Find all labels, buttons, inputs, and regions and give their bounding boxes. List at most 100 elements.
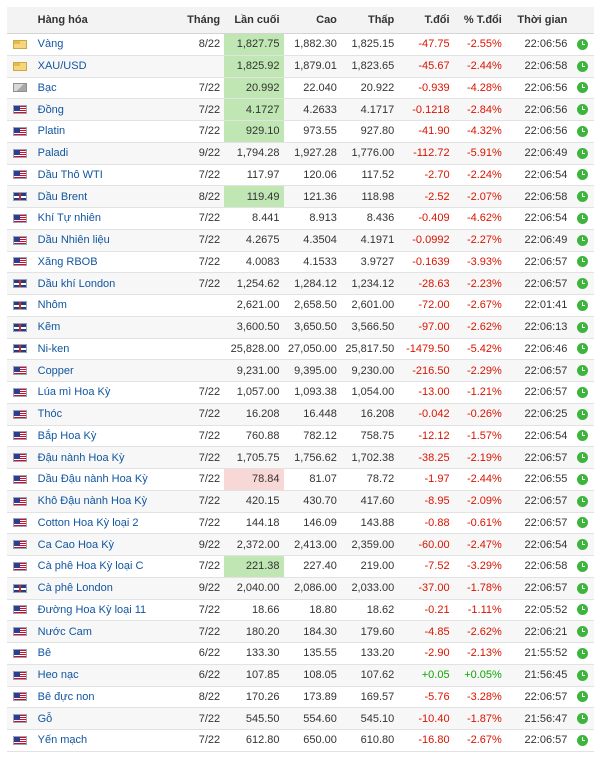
commodity-name-link[interactable]: Bê <box>37 647 52 660</box>
table-row[interactable]: Yến mạch 7/22 612.80 650.00 610.80 -16.8… <box>7 729 594 752</box>
table-row[interactable]: Khô Đậu nành Hoa Kỳ 7/22 420.15 430.70 4… <box>7 490 594 513</box>
commodity-name-link[interactable]: Dầu Brent <box>37 190 88 203</box>
commodity-name-link[interactable]: Cà phê Hoa Kỳ loại C <box>37 560 144 573</box>
header-change-pct[interactable]: % T.đổi <box>453 7 506 34</box>
table-row[interactable]: Ni-ken 25,828.00 27,050.00 25,817.50 -14… <box>7 338 594 361</box>
commodity-name-link[interactable]: Lúa mì Hoa Kỳ <box>37 386 111 399</box>
table-row[interactable]: Thóc 7/22 16.208 16.448 16.208 -0.042 -0… <box>7 403 594 426</box>
clock-icon <box>577 604 589 616</box>
change-pct-cell: -1.11% <box>453 599 506 622</box>
commodity-name-link[interactable]: Bạc <box>37 81 57 94</box>
commodity-name-link[interactable]: Ca Cao Hoa Kỳ <box>37 538 115 551</box>
change-cell: -0.88 <box>398 512 454 535</box>
commodity-name-link[interactable]: Xăng RBOB <box>37 255 98 268</box>
commodity-name-link[interactable]: Dầu Nhiên liệu <box>37 234 110 247</box>
table-row[interactable]: Xăng RBOB 7/22 4.0083 4.1533 3.9727 -0.1… <box>7 251 594 274</box>
commodity-name-cell: Đậu nành Hoa Kỳ <box>33 446 178 469</box>
commodity-name-link[interactable]: Bê đực non <box>37 690 95 703</box>
last-price-cell: 1,827.75 <box>224 33 284 56</box>
table-row[interactable]: Paladi 9/22 1,794.28 1,927.28 1,776.00 -… <box>7 142 594 165</box>
header-low[interactable]: Thấp <box>340 7 399 34</box>
commodity-name-cell: Dầu khí London <box>33 272 178 295</box>
table-row[interactable]: Vàng 8/22 1,827.75 1,882.30 1,825.15 -47… <box>7 33 594 56</box>
last-price-cell: 2,621.00 <box>224 294 284 317</box>
header-high[interactable]: Cao <box>283 7 341 34</box>
commodity-name-link[interactable]: Dầu khí London <box>37 277 116 290</box>
flag-cell <box>7 620 34 643</box>
commodity-name-link[interactable]: XAU/USD <box>37 60 87 73</box>
commodity-name-link[interactable]: Nhôm <box>37 299 67 312</box>
table-row[interactable]: Bắp Hoa Kỳ 7/22 760.88 782.12 758.75 -12… <box>7 425 594 448</box>
table-row[interactable]: Đồng 7/22 4.1727 4.2633 4.1717 -0.1218 -… <box>7 98 594 121</box>
table-row[interactable]: Kẽm 3,600.50 3,650.50 3,566.50 -97.00 -2… <box>7 316 594 339</box>
commodity-name-link[interactable]: Vàng <box>37 38 64 51</box>
table-row[interactable]: Cà phê Hoa Kỳ loại C 7/22 221.38 227.40 … <box>7 555 594 578</box>
table-row[interactable]: Platin 7/22 929.10 973.55 927.80 -41.90 … <box>7 120 594 143</box>
commodity-name-link[interactable]: Copper <box>37 364 74 377</box>
commodity-name-link[interactable]: Khô Đậu nành Hoa Kỳ <box>37 495 148 508</box>
table-row[interactable]: XAU/USD 1,825.92 1,879.01 1,823.65 -45.6… <box>7 55 594 78</box>
commodity-name-link[interactable]: Thóc <box>37 408 63 421</box>
header-month[interactable]: Tháng <box>177 7 225 34</box>
commodity-name-link[interactable]: Đồng <box>37 103 64 116</box>
commodity-name-link[interactable]: Cà phê London <box>37 582 113 595</box>
clock-cell <box>571 512 594 535</box>
table-row[interactable]: Cà phê London 9/22 2,040.00 2,086.00 2,0… <box>7 577 594 600</box>
clock-icon <box>577 691 589 703</box>
commodity-name-link[interactable]: Ni-ken <box>37 342 70 355</box>
table-row[interactable]: Bê 6/22 133.30 135.55 133.20 -2.90 -2.13… <box>7 642 594 665</box>
table-row[interactable]: Dầu khí London 7/22 1,254.62 1,284.12 1,… <box>7 272 594 295</box>
time-cell: 22:06:58 <box>505 185 572 208</box>
commodity-name-link[interactable]: Cotton Hoa Kỳ loại 2 <box>37 516 139 529</box>
commodity-name-link[interactable]: Khí Tự nhiên <box>37 212 102 225</box>
table-row[interactable]: Gỗ 7/22 545.50 554.60 545.10 -10.40 -1.8… <box>7 707 594 730</box>
flag-cell <box>7 555 34 578</box>
clock-cell <box>571 77 594 100</box>
clock-icon <box>577 299 589 311</box>
clock-icon <box>577 147 589 159</box>
table-row[interactable]: Heo nạc 6/22 107.85 108.05 107.62 +0.05 … <box>7 664 594 687</box>
table-row[interactable]: Dầu Brent 8/22 119.49 121.36 118.98 -2.5… <box>7 185 594 208</box>
commodity-name-link[interactable]: Đường Hoa Kỳ loại 11 <box>37 603 147 616</box>
time-cell: 22:06:56 <box>505 33 572 56</box>
table-row[interactable]: Cotton Hoa Kỳ loại 2 7/22 144.18 146.09 … <box>7 512 594 535</box>
low-cell: 78.72 <box>340 468 399 491</box>
table-row[interactable]: Copper 9,231.00 9,395.00 9,230.00 -216.5… <box>7 359 594 382</box>
commodity-name-cell: Nhôm <box>33 294 178 317</box>
commodity-name-link[interactable]: Bắp Hoa Kỳ <box>37 429 97 442</box>
commodity-name-link[interactable]: Đậu nành Hoa Kỳ <box>37 451 125 464</box>
table-row[interactable]: Bạc 7/22 20.992 22.040 20.922 -0.939 -4.… <box>7 77 594 100</box>
table-row[interactable]: Đường Hoa Kỳ loại 11 7/22 18.66 18.80 18… <box>7 599 594 622</box>
commodity-name-link[interactable]: Platin <box>37 125 66 138</box>
us-flag-icon <box>13 431 27 441</box>
header-last[interactable]: Lần cuối <box>224 7 284 34</box>
header-change[interactable]: T.đổi <box>398 7 454 34</box>
table-row[interactable]: Nước Cam 7/22 180.20 184.30 179.60 -4.85… <box>7 620 594 643</box>
commodity-name-link[interactable]: Kẽm <box>37 321 61 334</box>
gb-flag-icon <box>13 192 27 202</box>
table-row[interactable]: Nhôm 2,621.00 2,658.50 2,601.00 -72.00 -… <box>7 294 594 317</box>
commodity-name-link[interactable]: Dầu Thô WTI <box>37 168 103 181</box>
commodity-name-link[interactable]: Heo nạc <box>37 669 79 682</box>
header-time[interactable]: Thời gian <box>505 7 572 34</box>
table-row[interactable]: Dầu Nhiên liệu 7/22 4.2675 4.3504 4.1971… <box>7 229 594 252</box>
change-pct-cell: -2.24% <box>453 164 506 187</box>
table-row[interactable]: Bê đực non 8/22 170.26 173.89 169.57 -5.… <box>7 686 594 709</box>
flag-cell <box>7 77 34 100</box>
commodity-name-link[interactable]: Paladi <box>37 147 69 160</box>
table-row[interactable]: Ca Cao Hoa Kỳ 9/22 2,372.00 2,413.00 2,3… <box>7 533 594 556</box>
table-row[interactable]: Khí Tự nhiên 7/22 8.441 8.913 8.436 -0.4… <box>7 207 594 230</box>
change-pct-cell: -4.28% <box>453 77 506 100</box>
table-row[interactable]: Lúa mì Hoa Kỳ 7/22 1,057.00 1,093.38 1,0… <box>7 381 594 404</box>
commodity-name-link[interactable]: Dầu Đậu nành Hoa Kỳ <box>37 473 148 486</box>
header-name[interactable]: Hàng hóa <box>33 7 178 34</box>
change-cell: -0.0992 <box>398 229 454 252</box>
commodity-name-link[interactable]: Yến mạch <box>37 734 88 747</box>
commodity-name-link[interactable]: Nước Cam <box>37 625 92 638</box>
table-row[interactable]: Đậu nành Hoa Kỳ 7/22 1,705.75 1,756.62 1… <box>7 446 594 469</box>
commodity-name-link[interactable]: Gỗ <box>37 712 53 725</box>
time-cell: 21:56:45 <box>505 664 572 687</box>
table-row[interactable]: Dầu Đậu nành Hoa Kỳ 7/22 78.84 81.07 78.… <box>7 468 594 491</box>
change-cell: -2.90 <box>398 642 454 665</box>
table-row[interactable]: Dầu Thô WTI 7/22 117.97 120.06 117.52 -2… <box>7 164 594 187</box>
